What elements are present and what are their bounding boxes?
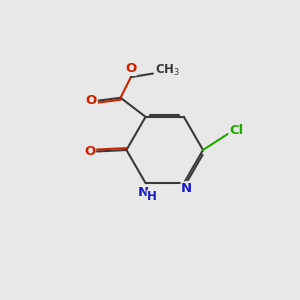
Text: O: O xyxy=(125,62,136,75)
Text: O: O xyxy=(85,94,97,107)
Text: CH$_3$: CH$_3$ xyxy=(155,63,180,78)
Text: N: N xyxy=(138,186,149,199)
Text: Cl: Cl xyxy=(229,124,243,137)
Text: H: H xyxy=(147,190,157,203)
Text: N: N xyxy=(181,182,192,195)
Text: O: O xyxy=(84,145,95,158)
